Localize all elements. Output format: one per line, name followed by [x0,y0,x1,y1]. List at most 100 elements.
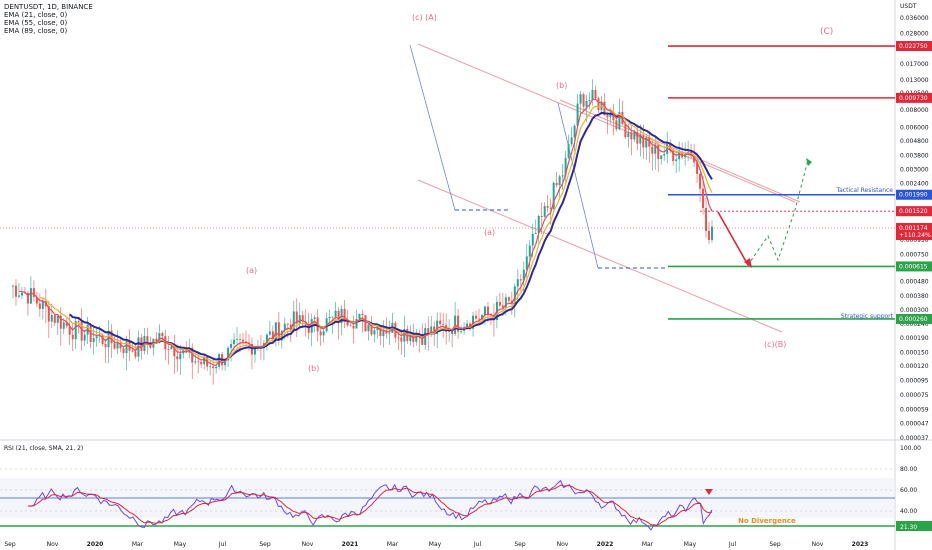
price-level-tag [896,189,932,200]
candle-body [543,206,546,217]
candle-body [364,315,367,332]
rsi-tick-label: 60.00 [900,487,917,494]
candle-body [253,347,256,355]
candle-body [352,325,355,329]
candle-body [17,295,20,297]
candle-body [627,132,630,138]
candle-body [313,317,316,320]
candle-body [41,301,44,309]
candle-body [406,328,409,342]
rsi-title: RSI (21, close, SMA, 21, 2) [4,445,83,452]
time-tick-label: Sep [769,541,781,548]
price-level-value: 0.009730 [899,95,928,102]
candle-body [224,360,227,366]
price-tick-label: 0.000120 [900,363,929,370]
candle-body [373,330,376,335]
candle-body [14,285,17,297]
price-level-value: 0.001520 [899,208,928,215]
candle-body [149,343,152,348]
candle-body [358,313,361,319]
ema-89-legend[interactable]: EMA (89, close, 0) [4,27,68,35]
price-tick-label: 0.000075 [900,392,929,399]
candle-body [38,303,41,309]
time-tick-label: 2021 [342,541,359,548]
candle-body [528,245,531,257]
candle-body [131,350,134,352]
time-tick-label: Nov [812,541,824,548]
candle-body [588,100,591,101]
candle-body [212,366,215,369]
candle-body [472,315,475,329]
candle-body [597,98,600,111]
price-axis[interactable] [895,0,932,550]
candle-body [477,318,480,320]
candle-body [319,331,322,336]
candle-body [203,357,206,365]
candle-body [176,356,179,360]
candle-body [56,315,59,323]
price-level-value: 0.000260 [899,316,928,323]
time-tick-label: Jul [473,541,482,548]
price-level-tag [896,92,932,103]
candle-body [513,286,516,304]
candle-body [71,334,74,340]
time-tick-label: 2020 [87,541,104,548]
time-tick-label: Sep [4,541,16,548]
candle-body [35,296,38,304]
candle-body [612,113,615,121]
price-level-tag [896,261,932,272]
candle-body [128,340,131,351]
ema-55-legend[interactable]: EMA (55, close, 0) [4,19,68,27]
candle-body [113,343,116,349]
candle-body [460,330,463,332]
main-pane[interactable] [0,0,895,440]
candle-body [585,100,588,107]
candle-body [522,269,525,281]
strategic-support-label: Strategic support [841,313,894,320]
candle-body [65,322,68,326]
candle-body [606,115,609,118]
candle-body [125,340,128,354]
time-tick-group: Sep Nov 2020 Mar May Jul Sep Nov 2021 Mar May Jul Se… [4,541,868,548]
price-tick-label: 0.013000 [900,77,929,84]
candle-body [277,322,280,341]
candle-body [158,333,161,342]
candle-body [286,323,289,325]
candle-body [382,330,385,337]
candle-body [409,334,412,342]
candle-body [436,320,439,335]
candle-body [684,154,687,158]
rsi-line [27,479,713,531]
price-level-value: 0.000615 [899,263,928,270]
candle-body [678,152,681,160]
ema-21-legend[interactable]: EMA (21, close, 0) [4,11,68,19]
candle-body [412,334,415,342]
time-tick-label: 2022 [597,541,614,548]
time-tick-label: Jul [218,541,227,548]
candle-body [68,325,71,335]
candle-body [475,315,478,319]
candle-body [343,308,346,322]
candle-body [101,334,104,344]
candle-body [504,297,507,308]
candle-body [699,173,702,189]
candle-body [439,320,442,325]
candle-body [274,322,277,340]
candle-body [50,315,53,322]
candle-body [200,361,203,365]
price-tick-label: 0.017000 [900,61,929,68]
candle-body [660,155,663,159]
candle-body [564,157,567,176]
ema-89-line [69,111,713,361]
candle-body [77,321,80,322]
time-tick-label: Nov [302,541,314,548]
candle-body [20,292,23,296]
rsi-ma-line [27,484,713,526]
time-tick-label: Mar [387,541,399,548]
rsi-tick-label: 100.00 [900,445,921,452]
candle-body [421,336,424,345]
ema-21-line [18,98,713,367]
symbol-title[interactable]: DENTUSDT, 1D, BINANCE [4,3,93,11]
price-tick-label: 0.000380 [900,293,929,300]
